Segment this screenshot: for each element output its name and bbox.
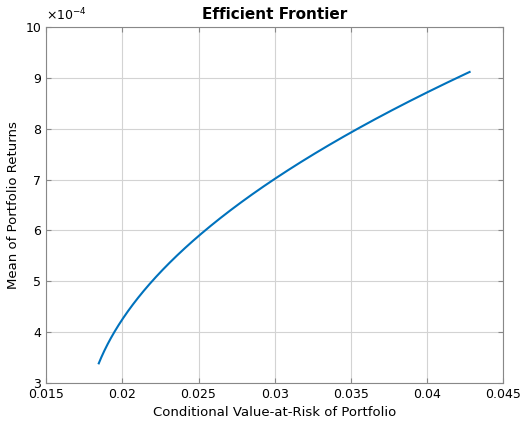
Y-axis label: Mean of Portfolio Returns: Mean of Portfolio Returns: [7, 121, 20, 289]
Text: $\times10^{-4}$: $\times10^{-4}$: [46, 7, 87, 24]
X-axis label: Conditional Value-at-Risk of Portfolio: Conditional Value-at-Risk of Portfolio: [153, 406, 397, 419]
Title: Efficient Frontier: Efficient Frontier: [202, 7, 347, 22]
